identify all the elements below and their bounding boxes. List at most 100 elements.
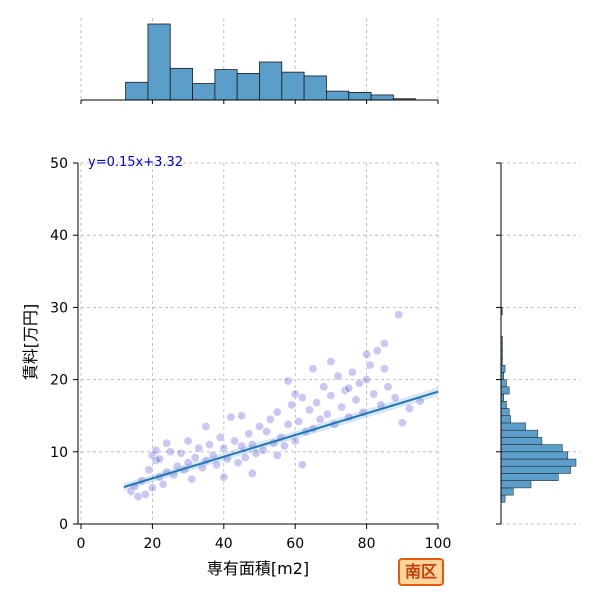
- scatter-point: [362, 375, 372, 385]
- scatter-point: [333, 371, 343, 381]
- scatter-point: [201, 422, 211, 432]
- scatter-point: [219, 472, 229, 482]
- scatter-point: [347, 367, 357, 377]
- top-histogram-bar: [326, 90, 350, 101]
- scatter-point: [326, 390, 336, 400]
- y-tick-label: 40: [50, 228, 68, 244]
- scatter-point: [290, 436, 300, 446]
- scatter-point: [365, 360, 375, 370]
- right-histogram-bar: [500, 451, 569, 460]
- top-histogram-bar: [370, 94, 394, 101]
- scatter-point: [315, 414, 325, 424]
- right-histogram-bar: [500, 465, 571, 474]
- right-histogram-bar: [500, 458, 577, 467]
- scatter-point: [165, 447, 175, 457]
- right-histogram-bar: [500, 494, 506, 503]
- scatter-point: [404, 403, 414, 413]
- right-histogram-bar: [500, 408, 510, 416]
- regression-equation-label: y=0.15x+3.32: [88, 155, 183, 170]
- scatter-point: [369, 389, 379, 399]
- scatter-point: [319, 382, 329, 392]
- top-histogram-bar: [169, 67, 193, 101]
- scatter-point: [283, 376, 293, 386]
- right-histogram-bar: [500, 422, 526, 431]
- scatter-point: [255, 422, 265, 432]
- scatter-point: [151, 455, 161, 465]
- top-histogram-bar: [147, 23, 171, 101]
- scatter-point: [126, 487, 136, 497]
- scatter-point: [237, 411, 247, 421]
- regression-line-path: [123, 390, 439, 488]
- scatter-point: [287, 400, 297, 410]
- scatter-point: [190, 453, 200, 463]
- right-histogram-bar: [500, 379, 507, 388]
- scatter-point: [283, 419, 293, 429]
- x-tick-label: 60: [286, 536, 304, 552]
- right-histogram-bar: [500, 415, 511, 424]
- right-histogram-bar: [500, 386, 510, 395]
- right-histogram: [500, 307, 577, 503]
- y-tick-label: 10: [50, 445, 68, 461]
- top-histogram-bar: [125, 81, 149, 101]
- scatter-point: [354, 378, 364, 388]
- scatter-point: [215, 432, 225, 442]
- top-histogram-bar: [259, 61, 283, 101]
- scatter-point: [272, 407, 282, 417]
- y-tick-label: 20: [50, 373, 68, 389]
- top-histogram-bar: [281, 71, 305, 101]
- scatter-point: [230, 436, 240, 446]
- scatter-point: [297, 393, 307, 403]
- right-histogram-bar: [500, 364, 506, 373]
- scatter-point: [212, 460, 222, 470]
- grid-lines: [80, 18, 580, 525]
- tick-labels: 0 20 40 60 80 100 0 10 20 30 40 50: [50, 156, 451, 552]
- x-tick-label: 0: [77, 536, 86, 552]
- right-histogram-bar: [500, 437, 543, 445]
- scatter-point: [240, 453, 250, 463]
- scatter-point: [308, 364, 318, 374]
- x-axis-title: 専有面積[m2]: [207, 559, 309, 578]
- y-tick-label: 30: [50, 300, 68, 316]
- scatter-point: [187, 474, 197, 484]
- top-histogram-bar: [236, 73, 260, 101]
- scatter-point: [262, 427, 272, 437]
- scatter-point: [272, 450, 282, 460]
- scatter-point: [372, 346, 382, 356]
- top-histogram-bar: [192, 83, 216, 101]
- district-badge: 南区: [398, 558, 445, 586]
- scatter-point: [390, 393, 400, 403]
- scatter-point: [397, 418, 407, 428]
- right-histogram-bar: [500, 444, 563, 453]
- scatter-point: [258, 445, 268, 455]
- scatter-point: [394, 310, 404, 320]
- y-axis-title: 賃料[万円]: [21, 304, 40, 381]
- scatter-point: [383, 382, 393, 392]
- x-tick-label: 100: [425, 536, 452, 552]
- axes: [73, 99, 502, 529]
- scatter-point: [322, 409, 332, 419]
- scatter-point: [183, 436, 193, 446]
- scatter-point: [337, 402, 347, 412]
- scatter-point: [147, 450, 157, 460]
- scatter-point: [226, 412, 236, 422]
- top-histogram-bar: [348, 92, 372, 101]
- top-histogram-bar: [214, 69, 238, 101]
- scatter-point: [147, 483, 157, 493]
- x-tick-label: 40: [215, 536, 233, 552]
- top-histogram-bar: [303, 75, 327, 101]
- scatter-point: [205, 440, 215, 450]
- scatter-point: [379, 338, 389, 348]
- regression-line: [123, 387, 439, 491]
- scatter-point: [304, 405, 314, 415]
- y-tick-label: 50: [50, 156, 68, 172]
- right-histogram-bar: [500, 487, 514, 496]
- scatter-point: [351, 395, 361, 405]
- scatter-point: [219, 443, 229, 453]
- top-histogram: [125, 23, 417, 101]
- scatter-point: [265, 414, 275, 424]
- right-histogram-bar: [500, 429, 539, 438]
- scatter-point: [297, 460, 307, 470]
- scatter-point: [144, 465, 154, 475]
- y-tick-label: 0: [59, 517, 68, 533]
